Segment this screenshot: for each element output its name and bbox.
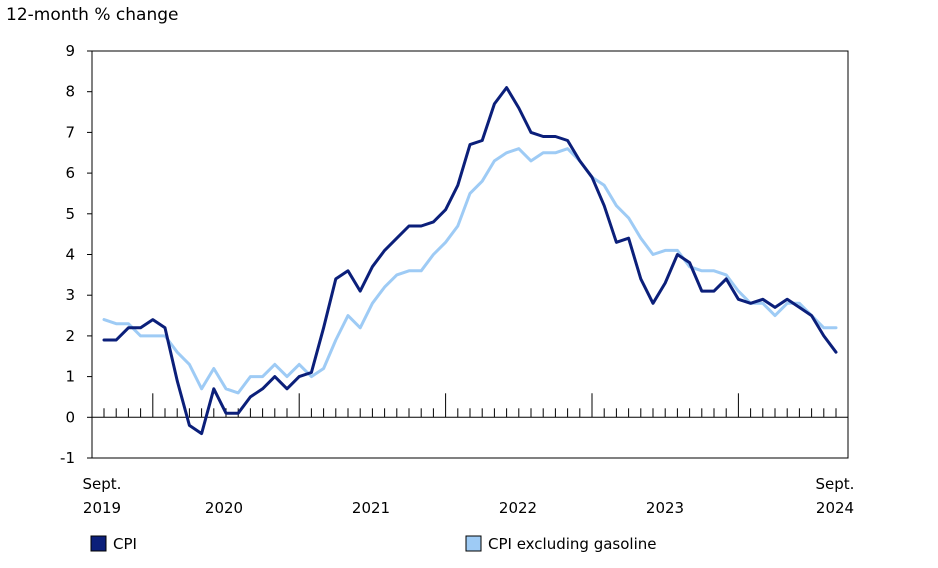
series-layer xyxy=(102,86,838,436)
legend-item-cpi: CPI xyxy=(90,535,137,553)
legend-swatch-cpi xyxy=(90,535,107,552)
x-label-end-month: Sept. xyxy=(816,475,855,493)
series-line-cpi-excluding-gasoline xyxy=(102,147,838,395)
y-tick-label: 6 xyxy=(65,164,75,182)
legend-item-cpi-excluding-gasoline: CPI excluding gasoline xyxy=(465,535,656,553)
y-axis-ticks: -1 0 1 2 3 4 5 6 7 8 9 xyxy=(60,42,92,467)
y-tick-label: 1 xyxy=(65,368,75,386)
y-tick-label: 0 xyxy=(65,408,75,426)
y-tick-label: -1 xyxy=(60,449,75,467)
series-line-cpi xyxy=(102,86,838,436)
x-label-start-year: 2019 xyxy=(83,499,121,517)
legend-label-cpi: CPI xyxy=(113,535,137,553)
y-tick-label: 8 xyxy=(65,83,75,101)
legend-swatch-cpi-excluding-gasoline xyxy=(465,535,482,552)
x-label-start-month: Sept. xyxy=(83,475,122,493)
y-tick-label: 4 xyxy=(65,246,75,264)
x-label-year-2020: 2020 xyxy=(205,499,243,517)
y-axis-title: 12-month % change xyxy=(6,5,178,25)
plot-area xyxy=(91,50,849,459)
legend-label-cpi-excluding-gasoline: CPI excluding gasoline xyxy=(488,535,656,553)
y-tick-label: 9 xyxy=(65,42,75,60)
x-label-end-year: 2024 xyxy=(816,499,854,517)
y-tick-label: 2 xyxy=(65,327,75,345)
x-axis-labels: Sept. 2019 2020 2021 2022 2023 Sept. 202… xyxy=(83,475,855,517)
y-tick-label: 7 xyxy=(65,123,75,141)
x-label-year-2022: 2022 xyxy=(499,499,537,517)
x-axis-ticks xyxy=(103,393,837,418)
y-tick-label: 3 xyxy=(65,286,75,304)
x-label-year-2023: 2023 xyxy=(646,499,684,517)
x-label-year-2021: 2021 xyxy=(352,499,390,517)
legend: CPI CPI excluding gasoline xyxy=(90,535,656,553)
y-tick-label: 5 xyxy=(65,205,75,223)
